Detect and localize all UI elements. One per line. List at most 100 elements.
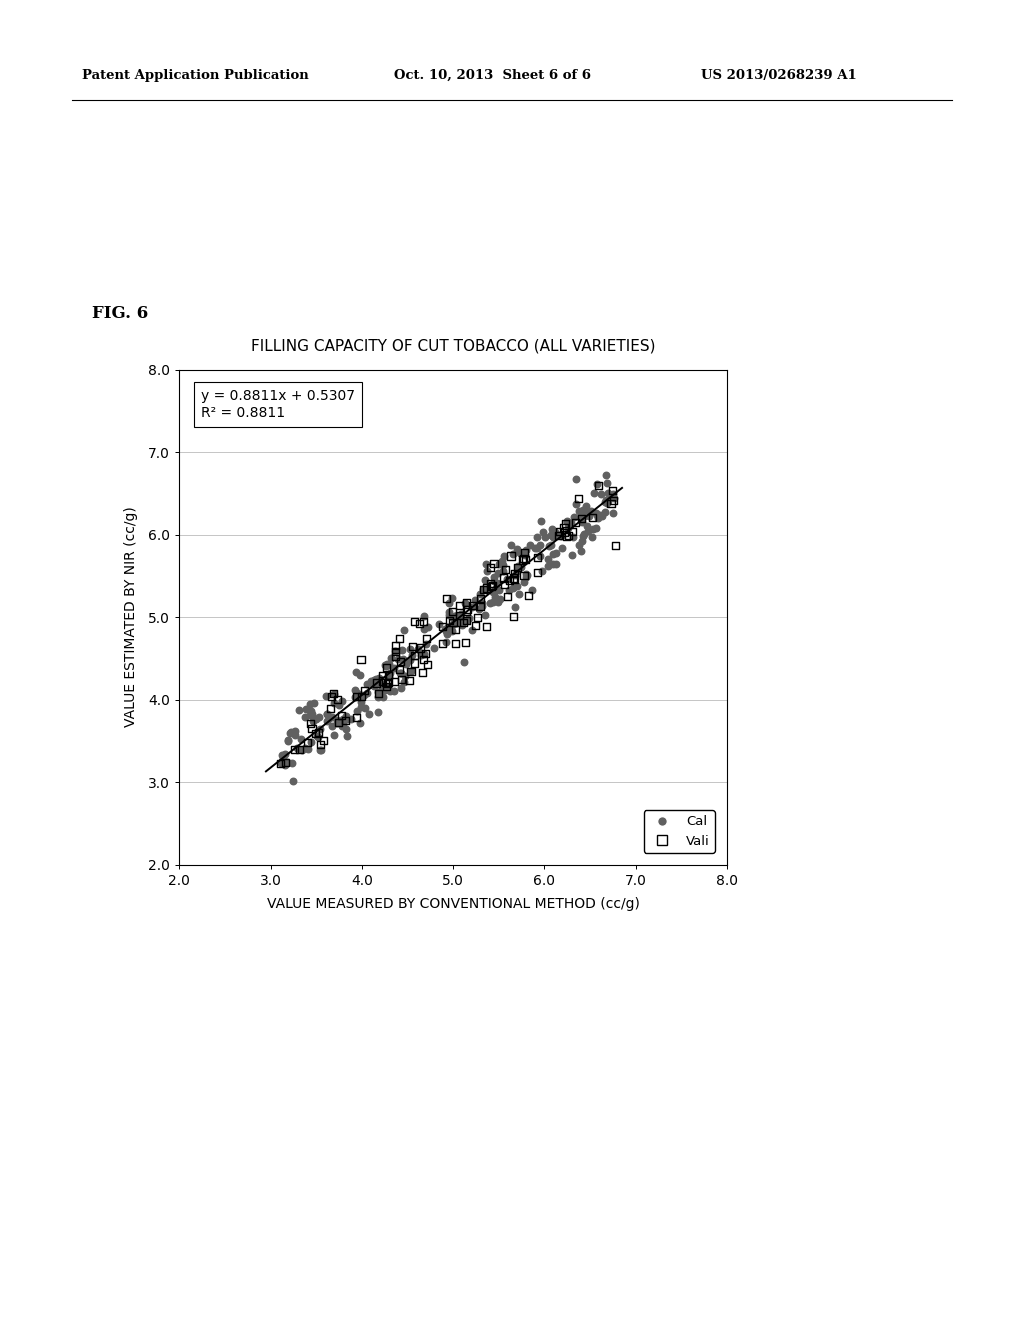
Cal [484, 582, 501, 603]
Vali [472, 587, 488, 609]
Vali [377, 672, 393, 693]
Cal [553, 525, 569, 546]
Cal [580, 520, 596, 541]
Cal [346, 686, 362, 708]
Cal [447, 611, 464, 632]
Vali [356, 680, 373, 701]
Cal [496, 560, 512, 581]
Cal [387, 640, 403, 661]
Cal [413, 644, 429, 665]
Cal [566, 506, 583, 527]
Vali [505, 606, 521, 627]
Cal [438, 624, 455, 645]
Cal [282, 722, 298, 743]
Cal [441, 605, 458, 626]
Cal [509, 539, 525, 560]
Vali [518, 549, 535, 570]
Cal [545, 544, 561, 565]
Cal [297, 706, 313, 727]
Cal [472, 583, 488, 605]
Cal [319, 710, 336, 731]
Vali [607, 535, 624, 556]
Cal [509, 560, 525, 581]
Vali [560, 524, 577, 545]
Text: Oct. 10, 2013  Sheet 6 of 6: Oct. 10, 2013 Sheet 6 of 6 [394, 69, 591, 82]
Vali [312, 734, 329, 755]
Cal [381, 667, 397, 688]
Cal [485, 591, 502, 612]
Cal [291, 700, 307, 721]
Cal [523, 579, 540, 601]
Cal [381, 680, 397, 701]
Vali [348, 706, 365, 727]
Vali [403, 636, 420, 657]
Cal [375, 686, 391, 708]
Cal [534, 560, 550, 581]
Cal [548, 554, 564, 576]
Cal [494, 550, 510, 572]
Cal [573, 531, 590, 552]
Cal [325, 706, 341, 727]
Cal [370, 701, 386, 722]
Vali [478, 577, 495, 598]
Cal [395, 648, 412, 669]
Vali [392, 659, 409, 680]
Cal [420, 616, 436, 638]
Cal [477, 578, 494, 599]
Cal [446, 606, 463, 627]
Vali [402, 661, 419, 682]
Cal [461, 607, 477, 628]
Cal [326, 684, 342, 705]
Cal [492, 553, 508, 574]
Cal [579, 502, 595, 523]
Cal [545, 553, 561, 574]
Vali [412, 612, 428, 634]
Cal [352, 692, 369, 713]
Cal [563, 512, 580, 533]
Vali [387, 647, 403, 668]
Cal [325, 715, 341, 737]
Cal [459, 610, 475, 631]
Vali [391, 628, 408, 649]
Cal [339, 726, 355, 747]
Cal [456, 651, 472, 672]
Vali [413, 638, 429, 659]
Cal [297, 698, 313, 719]
Vali [551, 525, 567, 546]
Vali [452, 594, 468, 615]
Cal [438, 620, 455, 642]
Cal [545, 527, 561, 548]
Vali [469, 607, 485, 628]
Cal [287, 725, 303, 746]
Cal [444, 607, 461, 628]
Vali [406, 611, 422, 632]
Cal [489, 562, 506, 583]
Cal [600, 483, 616, 504]
Cal [541, 549, 557, 570]
Cal [453, 603, 469, 624]
Cal [593, 483, 609, 504]
Cal [312, 739, 329, 760]
Vali [516, 565, 532, 586]
Cal [464, 595, 480, 616]
Cal [554, 537, 570, 558]
Cal [280, 731, 296, 752]
Cal [286, 771, 302, 792]
Cal [451, 607, 467, 628]
Vali [472, 595, 488, 616]
Cal [347, 680, 364, 701]
Cal [374, 678, 390, 700]
Cal [308, 709, 325, 730]
Vali [570, 488, 587, 510]
Cal [274, 746, 291, 767]
Vali [498, 560, 514, 581]
Vali [529, 561, 546, 582]
Cal [537, 527, 553, 548]
Cal [505, 544, 521, 565]
Vali [310, 722, 327, 743]
Cal [545, 521, 561, 543]
Cal [371, 672, 387, 693]
Cal [349, 701, 366, 722]
Cal [575, 524, 592, 545]
Cal [379, 653, 395, 675]
